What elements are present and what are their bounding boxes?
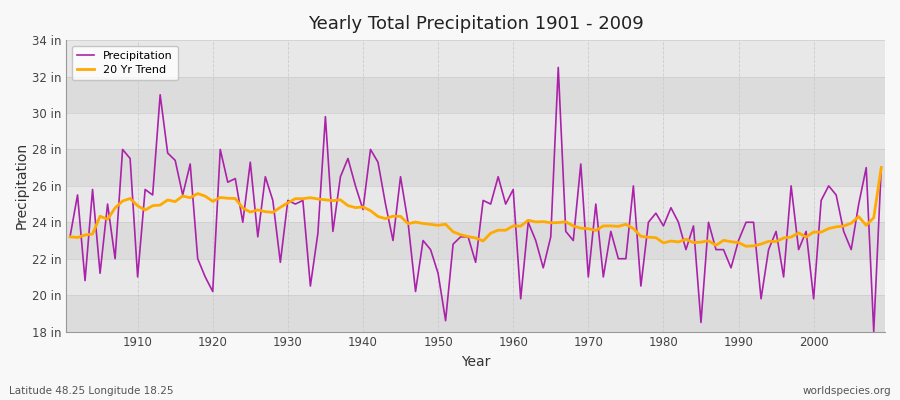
Precipitation — [125, 156, 136, 161]
Precipitation — [500, 202, 511, 206]
Precipitation — [876, 165, 886, 170]
Bar — [67, 259, 885, 295]
X-axis label: Year: Year — [461, 355, 491, 369]
20 Yr Trend — [125, 196, 136, 201]
Bar — [67, 40, 885, 76]
Line: Precipitation: Precipitation — [70, 68, 881, 332]
Legend: Precipitation, 20 Yr Trend: Precipitation, 20 Yr Trend — [72, 46, 178, 80]
Precipitation — [65, 234, 76, 239]
20 Yr Trend — [335, 198, 346, 202]
Text: Latitude 48.25 Longitude 18.25: Latitude 48.25 Longitude 18.25 — [9, 386, 174, 396]
Precipitation — [606, 229, 616, 234]
Bar — [67, 222, 885, 259]
20 Yr Trend — [876, 165, 886, 170]
Bar — [67, 150, 885, 186]
Bar — [67, 113, 885, 150]
20 Yr Trend — [741, 244, 751, 249]
20 Yr Trend — [65, 234, 76, 239]
Precipitation — [868, 329, 879, 334]
Precipitation — [290, 202, 301, 206]
Y-axis label: Precipitation: Precipitation — [15, 142, 29, 230]
Line: 20 Yr Trend: 20 Yr Trend — [70, 168, 881, 246]
Text: worldspecies.org: worldspecies.org — [803, 386, 891, 396]
20 Yr Trend — [500, 228, 511, 233]
Bar — [67, 76, 885, 113]
20 Yr Trend — [508, 224, 518, 228]
20 Yr Trend — [598, 224, 608, 228]
Bar — [67, 186, 885, 222]
Title: Yearly Total Precipitation 1901 - 2009: Yearly Total Precipitation 1901 - 2009 — [308, 15, 644, 33]
Bar — [67, 295, 885, 332]
Precipitation — [553, 65, 563, 70]
20 Yr Trend — [290, 196, 301, 201]
Precipitation — [335, 174, 346, 179]
Precipitation — [508, 187, 518, 192]
